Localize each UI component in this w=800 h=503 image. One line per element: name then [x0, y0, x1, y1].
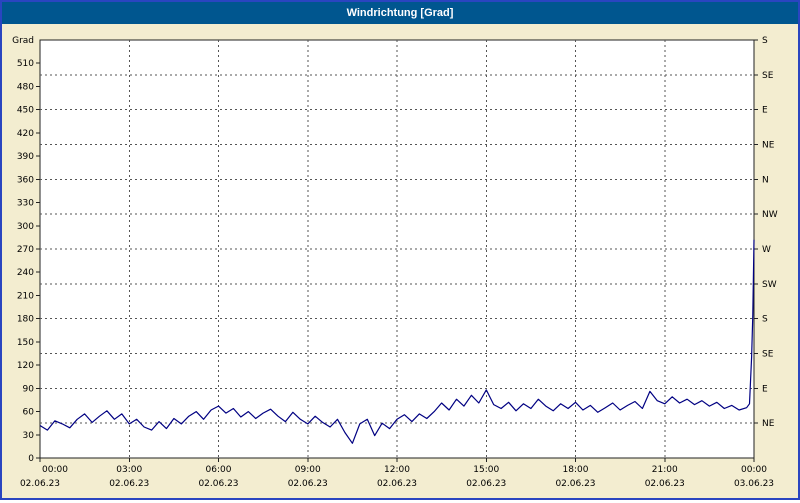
y-axis-left-tick-label: 510	[17, 59, 34, 69]
x-axis-time-label: 00:00	[741, 465, 767, 475]
y-axis-left-tick-label: 120	[17, 361, 34, 371]
y-axis-left-tick-label: 420	[17, 129, 34, 139]
x-axis-time-label: 12:00	[384, 465, 410, 475]
x-axis-time-label: 06:00	[206, 465, 232, 475]
y-axis-right-direction-label: N	[762, 175, 769, 185]
x-axis-date-label: 02.06.23	[555, 479, 595, 489]
y-axis-left-tick-label: 90	[23, 384, 35, 394]
x-axis-date-label: 02.06.23	[466, 479, 506, 489]
y-axis-right-direction-label: SE	[762, 71, 774, 81]
y-axis-left-tick-label: 330	[17, 199, 34, 209]
y-axis-right-direction-label: NE	[762, 419, 775, 429]
y-axis-left-tick-label: 390	[17, 152, 34, 162]
y-axis-right-direction-label: S	[762, 315, 768, 325]
y-axis-left-tick-label: 210	[17, 291, 34, 301]
y-axis-right-direction-label: NE	[762, 141, 775, 151]
y-axis-right-direction-label: E	[762, 106, 768, 116]
y-axis-left-tick-label: 180	[17, 315, 34, 325]
y-axis-right-direction-label: NW	[762, 210, 778, 220]
x-axis-time-label: 09:00	[295, 465, 321, 475]
window-title: Windrichtung [Grad]	[346, 7, 454, 19]
y-axis-left-tick-label: 300	[17, 222, 34, 232]
x-axis-time-label: 15:00	[473, 465, 499, 475]
y-axis-left-tick-label: 60	[23, 408, 35, 418]
x-axis-date-label: 02.06.23	[288, 479, 328, 489]
x-axis-time-label: 18:00	[563, 465, 589, 475]
y-axis-left-tick-label: 150	[17, 338, 34, 348]
x-axis-date-label: 02.06.23	[377, 479, 417, 489]
y-axis-left-tick-label: 480	[17, 82, 34, 92]
y-axis-right-direction-label: SW	[762, 280, 777, 290]
y-axis-right-direction-label: SE	[762, 350, 774, 360]
x-axis-time-label: 21:00	[652, 465, 678, 475]
y-axis-left-tick-label: 360	[17, 175, 34, 185]
x-axis-date-label: 02.06.23	[198, 479, 238, 489]
x-axis-date-label: 02.06.23	[20, 479, 60, 489]
chart-area: NE E SE S SW W NW N NE E SE S 00:00 02.06.23 03:00 02.0…	[2, 24, 798, 498]
wind-direction-chart: NE E SE S SW W NW N NE E SE S 00:00 02.06.23 03:00 02.0…	[12, 36, 778, 489]
y-axis-unit-label: Grad	[12, 36, 34, 46]
y-axis-left-tick-label: 270	[17, 245, 34, 255]
y-axis-right-direction-label: S	[762, 36, 768, 46]
wind-direction-series	[39, 239, 755, 444]
y-axis-left-tick-label: 450	[17, 106, 34, 116]
x-axis-date-label: 03.06.23	[734, 479, 774, 489]
y-axis-left-tick-label: 30	[23, 431, 35, 441]
y-axis-right-direction-label: E	[762, 384, 768, 394]
x-axis-time-label: 03:00	[116, 465, 142, 475]
y-axis-right-direction-label: W	[762, 245, 771, 255]
x-axis-time-label: 00:00	[42, 465, 68, 475]
x-axis-date-label: 02.06.23	[645, 479, 685, 489]
y-axis-left-tick-label: 0	[28, 454, 34, 464]
title-bar: Windrichtung [Grad]	[2, 2, 798, 24]
y-axis-left-tick-label: 240	[17, 268, 34, 278]
x-axis-date-label: 02.06.23	[109, 479, 149, 489]
